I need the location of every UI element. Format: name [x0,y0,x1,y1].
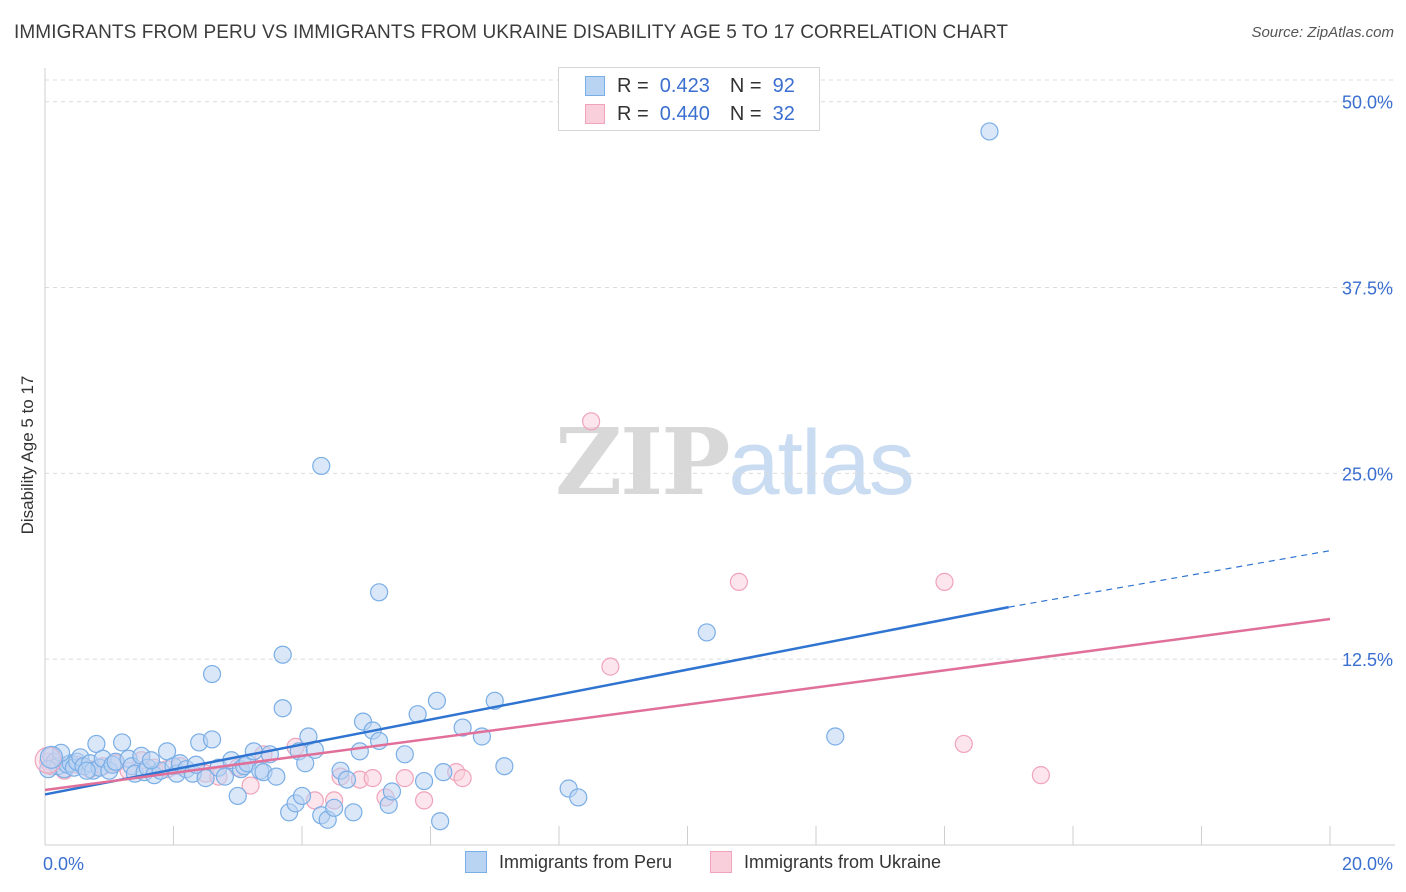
data-point [495,757,514,776]
data-point [453,718,472,737]
data-point [202,664,222,684]
data-point [414,791,434,810]
data-point [77,761,96,780]
data-point [935,572,954,591]
data-point [697,623,716,642]
legend-label-ukraine: Immigrants from Ukraine [744,851,942,872]
data-point [273,699,292,718]
data-point [228,786,247,806]
data-point [434,763,453,782]
data-point [1031,766,1050,785]
data-point [292,786,312,806]
data-point [729,572,749,591]
legend-item-peru[interactable]: Immigrants from Peru [464,851,672,873]
data-point [453,769,472,788]
data-point [382,782,402,801]
n-label: N = [729,74,773,97]
trendline-ukraine [44,617,1331,792]
legend-swatch-peru [585,76,605,96]
y-tick-label: 12.5% [1342,650,1393,670]
data-point [141,751,161,770]
data-point-cluster [39,745,64,769]
correlation-legend: R = 0.423 N = 92 R = 0.440 N = 32 [558,67,820,131]
data-point [241,776,260,795]
watermark: ZIPatlas [555,408,915,516]
data-point [582,412,601,431]
legend-row-peru: R = 0.423 N = 92 [585,74,795,98]
chart-source: Source: ZipAtlas.com [1251,24,1394,41]
x-tick-label-max: 20.0% [1342,854,1393,874]
data-point [312,456,331,476]
series-legend: Immigrants from Peru Immigrants from Ukr… [0,851,1406,873]
legend-item-ukraine[interactable]: Immigrants from Ukraine [710,851,941,873]
data-point [414,771,434,791]
data-point [826,727,845,746]
chart-title: IMMIGRANTS FROM PERU VS IMMIGRANTS FROM … [14,22,1009,43]
y-tick-label: 37.5% [1342,279,1393,299]
n-value-peru: 92 [772,74,795,97]
data-point [980,122,999,141]
y-tick-label: 25.0% [1342,464,1393,484]
data-point [350,742,369,761]
data-point [370,583,389,602]
data-point [363,769,382,788]
legend-swatch-ukraine [585,104,605,124]
legend-row-ukraine: R = 0.440 N = 32 [585,102,795,126]
data-point [267,767,286,786]
r-label: R = [617,102,660,125]
data-point [395,769,414,788]
legend-label-peru: Immigrants from Peru [498,851,672,872]
n-value-ukraine: 32 [772,102,795,125]
data-point [395,745,414,764]
trendline-peru-extension [1008,550,1331,608]
legend-swatch-peru [464,851,487,873]
data-point [431,812,450,831]
x-tick-label-min: 0.0% [43,854,84,874]
r-value-peru: 0.423 [659,74,710,97]
legend-swatch-ukraine [710,851,732,873]
data-point [215,767,234,786]
n-label: N = [729,102,773,125]
data-point [344,803,363,822]
data-point [325,798,344,817]
y-tick-label: 50.0% [1342,93,1393,113]
data-point [427,691,447,710]
data-point [337,770,357,789]
data-point [954,734,973,754]
watermark-atlas: atlas [728,412,914,514]
r-value-ukraine: 0.440 [659,102,710,125]
data-point [273,645,292,664]
data-point [112,733,132,752]
r-label: R = [617,74,660,97]
trendline-peru [44,605,1009,796]
data-point [202,730,222,749]
data-point [601,657,620,676]
data-point [569,788,588,807]
data-point [244,742,263,761]
